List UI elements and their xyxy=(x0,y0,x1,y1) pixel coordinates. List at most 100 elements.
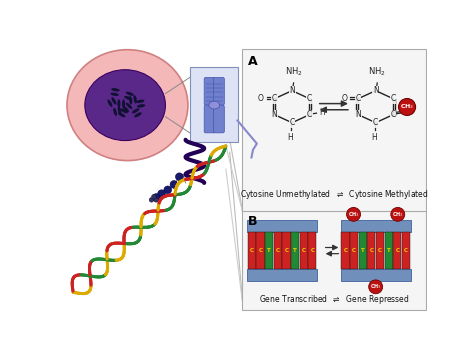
Ellipse shape xyxy=(113,108,117,116)
FancyBboxPatch shape xyxy=(247,270,317,281)
Text: Gene Transcribed  $\rightleftharpoons$  Gene Repressed: Gene Transcribed $\rightleftharpoons$ Ge… xyxy=(258,293,409,306)
Ellipse shape xyxy=(137,104,145,107)
FancyBboxPatch shape xyxy=(308,232,317,269)
Text: C: C xyxy=(391,110,396,119)
Text: T: T xyxy=(267,248,271,253)
Text: O: O xyxy=(341,94,347,103)
Text: C: C xyxy=(302,248,306,253)
Ellipse shape xyxy=(122,99,125,108)
Circle shape xyxy=(152,194,160,201)
FancyBboxPatch shape xyxy=(341,270,410,281)
Circle shape xyxy=(399,98,416,116)
Text: N: N xyxy=(272,110,277,119)
Ellipse shape xyxy=(108,99,112,107)
Ellipse shape xyxy=(118,112,126,117)
FancyBboxPatch shape xyxy=(393,232,401,269)
Ellipse shape xyxy=(120,108,128,113)
Ellipse shape xyxy=(67,50,188,161)
FancyBboxPatch shape xyxy=(300,232,308,269)
FancyBboxPatch shape xyxy=(291,232,299,269)
Ellipse shape xyxy=(111,97,117,105)
Text: B: B xyxy=(247,215,257,228)
Circle shape xyxy=(346,208,361,221)
Text: A: A xyxy=(247,55,257,68)
Text: C: C xyxy=(307,110,312,119)
Circle shape xyxy=(154,197,158,202)
Ellipse shape xyxy=(129,96,132,104)
Text: C: C xyxy=(290,118,295,127)
FancyBboxPatch shape xyxy=(256,232,264,269)
Text: CH$_3$: CH$_3$ xyxy=(400,103,414,111)
FancyBboxPatch shape xyxy=(242,211,426,310)
Ellipse shape xyxy=(209,101,219,109)
FancyBboxPatch shape xyxy=(213,105,224,133)
Ellipse shape xyxy=(124,96,132,100)
Text: H: H xyxy=(319,108,325,117)
FancyBboxPatch shape xyxy=(248,232,256,269)
Text: T: T xyxy=(387,248,391,253)
Circle shape xyxy=(164,186,172,194)
Text: C: C xyxy=(310,248,314,253)
Circle shape xyxy=(149,197,154,202)
Circle shape xyxy=(170,181,178,188)
FancyBboxPatch shape xyxy=(350,232,358,269)
Text: C: C xyxy=(356,94,361,103)
Text: Cytosine Unmethylated  $\rightleftharpoons$  Cytosine Methylated: Cytosine Unmethylated $\rightleftharpoon… xyxy=(239,188,428,201)
FancyBboxPatch shape xyxy=(247,220,317,232)
Text: C: C xyxy=(258,248,263,253)
Text: C: C xyxy=(344,248,347,253)
FancyBboxPatch shape xyxy=(384,232,393,269)
Ellipse shape xyxy=(134,95,137,104)
Ellipse shape xyxy=(132,108,139,113)
FancyBboxPatch shape xyxy=(359,232,367,269)
Text: C: C xyxy=(276,248,280,253)
Text: NH$_2$: NH$_2$ xyxy=(285,66,302,78)
FancyBboxPatch shape xyxy=(265,232,273,269)
Ellipse shape xyxy=(126,103,132,109)
Text: H: H xyxy=(371,133,377,142)
Circle shape xyxy=(175,173,183,181)
Text: C: C xyxy=(307,94,312,103)
Text: T: T xyxy=(293,248,297,253)
Text: CH$_3$: CH$_3$ xyxy=(348,210,359,219)
Ellipse shape xyxy=(134,112,142,117)
FancyBboxPatch shape xyxy=(341,220,410,232)
Text: NH$_2$: NH$_2$ xyxy=(368,66,386,78)
Ellipse shape xyxy=(118,99,120,108)
Ellipse shape xyxy=(123,106,129,112)
Text: T: T xyxy=(361,248,365,253)
FancyBboxPatch shape xyxy=(376,232,384,269)
Text: C: C xyxy=(373,118,378,127)
Text: N: N xyxy=(289,86,295,95)
Ellipse shape xyxy=(111,88,119,91)
Ellipse shape xyxy=(136,100,145,103)
Text: C: C xyxy=(284,248,289,253)
Text: N: N xyxy=(356,110,361,119)
Circle shape xyxy=(369,280,383,294)
FancyBboxPatch shape xyxy=(402,232,410,269)
FancyBboxPatch shape xyxy=(204,77,215,105)
Text: C: C xyxy=(352,248,356,253)
Text: C: C xyxy=(369,248,374,253)
Text: CH$_3$: CH$_3$ xyxy=(392,210,403,219)
Text: H: H xyxy=(403,108,409,117)
Text: O: O xyxy=(258,94,264,103)
Text: C: C xyxy=(250,248,254,253)
Text: C: C xyxy=(378,248,382,253)
Text: H: H xyxy=(288,133,293,142)
Circle shape xyxy=(152,195,156,199)
Text: C: C xyxy=(395,248,399,253)
Circle shape xyxy=(158,190,165,197)
FancyBboxPatch shape xyxy=(204,105,215,133)
FancyBboxPatch shape xyxy=(341,232,349,269)
FancyBboxPatch shape xyxy=(283,232,291,269)
Text: C: C xyxy=(272,94,277,103)
Text: C: C xyxy=(404,248,408,253)
FancyBboxPatch shape xyxy=(273,232,282,269)
Text: CH$_3$: CH$_3$ xyxy=(370,282,382,291)
Text: N: N xyxy=(373,86,379,95)
Ellipse shape xyxy=(110,93,119,96)
Ellipse shape xyxy=(118,107,121,115)
Ellipse shape xyxy=(126,92,134,96)
FancyBboxPatch shape xyxy=(242,49,426,212)
